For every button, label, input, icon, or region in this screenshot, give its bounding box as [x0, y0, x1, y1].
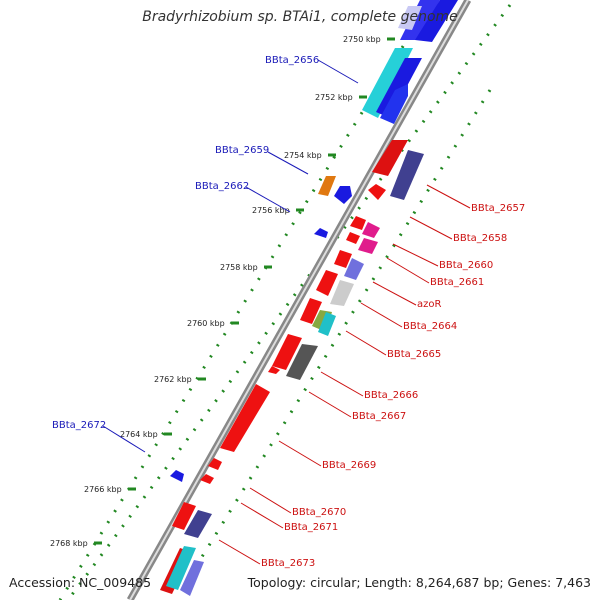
leader-line — [409, 216, 453, 240]
gene-azor — [334, 250, 352, 268]
gene-bbta-2671 — [200, 474, 214, 484]
gene-bbta-2660 — [362, 222, 380, 238]
gene-red-arrow — [368, 184, 386, 200]
topology-summary: Topology: circular; Length: 8,264,687 bp… — [247, 575, 591, 590]
gene-label-reverse: azoR — [417, 299, 441, 310]
gene-label-reverse: BBta_2657 — [471, 203, 525, 214]
leader-line — [345, 330, 387, 356]
gene-label-forward: BBta_2659 — [215, 145, 269, 156]
gene-bbta-2659 — [318, 176, 336, 196]
leader-line — [218, 539, 261, 565]
tick-label: 2750 kbp — [343, 35, 381, 44]
gene-bbta-2673 — [172, 502, 196, 530]
gene-bbta-2669 — [220, 384, 270, 452]
leader-line — [249, 487, 292, 514]
leader-line — [386, 257, 430, 284]
leader-line — [308, 391, 352, 418]
gene-label-reverse: BBta_2666 — [364, 390, 418, 401]
leader-line — [102, 425, 146, 453]
map-title: Bradyrhizobium sp. BTAi1, complete genom… — [142, 9, 458, 25]
leader-line — [317, 59, 359, 84]
accession-text: Accession: NC_009485 — [9, 575, 152, 590]
gene-label-reverse: BBta_2664 — [403, 321, 457, 332]
tick-label: 2768 kbp — [50, 539, 88, 548]
gene-label-reverse: BBta_2661 — [430, 277, 484, 288]
tick-label: 2754 kbp — [284, 151, 322, 160]
gene-small-red-3 — [268, 366, 280, 374]
leader-line — [240, 502, 284, 529]
gene-label-reverse: BBta_2658 — [453, 233, 507, 244]
gene-grey — [330, 280, 354, 306]
leader-line — [267, 151, 309, 175]
gene-bbta-2661 — [358, 238, 378, 254]
gene-bbta-2670 — [208, 458, 222, 470]
gene-label-reverse: BBta_2669 — [322, 460, 376, 471]
gene-bbta-2665-a — [300, 298, 322, 324]
leader-line — [426, 184, 471, 209]
gene-label-forward: BBta_2672 — [52, 420, 106, 431]
gene-block-top — [398, 0, 458, 42]
gene-purple — [344, 258, 364, 280]
leader-line — [320, 371, 364, 397]
tick-label: 2764 kbp — [120, 430, 158, 439]
gene-navy-bottom — [184, 510, 212, 538]
gene-bbta-2657 — [372, 140, 408, 176]
inner-dotted-line-rev — [198, 89, 492, 561]
leader-line — [372, 281, 417, 306]
gene-bbta-2667 — [286, 344, 318, 380]
gene-block-blue-arrow — [380, 84, 408, 124]
gene-label-reverse: BBta_2671 — [284, 522, 338, 533]
gene-bbta-2662 — [334, 186, 352, 204]
leader-line — [245, 186, 291, 213]
tick-label: 2762 kbp — [154, 375, 192, 384]
tick-label: 2760 kbp — [187, 319, 225, 328]
gene-purple-bottom — [180, 560, 204, 596]
tick-label: 2756 kbp — [252, 206, 290, 215]
inner-dotted-line-fwd — [58, 34, 412, 600]
gene-red-small — [350, 216, 366, 230]
gene-small-blue — [314, 228, 328, 238]
leader-line — [278, 440, 322, 467]
genome-backbone-highlight — [129, 0, 469, 600]
tick-label: 2752 kbp — [315, 93, 353, 102]
gene-label-reverse: BBta_2667 — [352, 411, 406, 422]
gene-label-reverse: BBta_2673 — [261, 558, 315, 569]
gene-block-blue — [376, 58, 422, 118]
gene-bbta-2656 — [362, 48, 413, 118]
gene-label-forward: BBta_2656 — [265, 55, 319, 66]
gene-label-reverse: BBta_2670 — [292, 507, 346, 518]
gene-cyan-bottom — [166, 546, 196, 590]
gene-red-small-2 — [346, 232, 360, 244]
outer-dotted-line — [66, 4, 512, 600]
gene-label-forward: BBta_2662 — [195, 181, 249, 192]
gene-bbta-2665 — [272, 334, 302, 370]
tick-label: 2766 kbp — [84, 485, 122, 494]
leader-line — [392, 243, 439, 267]
leader-line — [360, 302, 403, 328]
gene-label-reverse: BBta_2660 — [439, 260, 493, 271]
tick-label: 2758 kbp — [220, 263, 258, 272]
gene-bbta-2658 — [390, 150, 424, 200]
gene-bbta-2664 — [316, 270, 338, 296]
gene-bbta-2672 — [170, 470, 184, 482]
gene-label-reverse: BBta_2665 — [387, 349, 441, 360]
gene-cyan — [318, 312, 336, 336]
